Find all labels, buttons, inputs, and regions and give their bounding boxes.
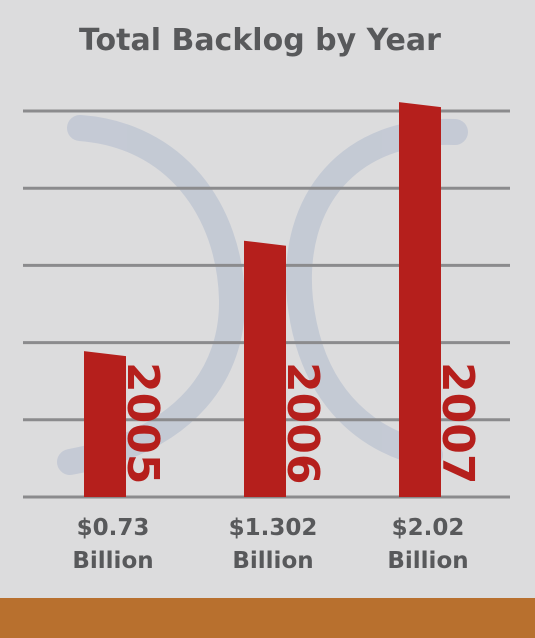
logo-swoosh-watermark: [57, 115, 468, 475]
swoosh-left-arc: [57, 115, 246, 475]
chart-title: Total Backlog by Year: [79, 23, 441, 58]
value-amount-label: $1.302: [229, 515, 318, 541]
bar-2007: [399, 102, 441, 497]
value-unit-label: Billion: [72, 548, 153, 574]
bar-group-2007: 2007: [399, 102, 483, 497]
bar-group-2006: 2006: [244, 240, 328, 498]
value-amount-label: $2.02: [392, 515, 465, 541]
bar-2006: [244, 240, 286, 498]
swoosh-right-arc: [285, 118, 468, 468]
footer-band: [0, 598, 535, 638]
bar-2005: [84, 351, 126, 497]
value-labels: $0.73 Billion $1.302 Billion $2.02 Billion: [72, 515, 468, 574]
bars: 2005 2006 2007: [84, 102, 483, 498]
bar-year-label: 2006: [277, 362, 328, 484]
value-unit-label: Billion: [232, 548, 313, 574]
bar-year-label: 2005: [117, 362, 168, 484]
bar-group-2005: 2005: [84, 351, 168, 497]
bar-year-label: 2007: [432, 362, 483, 484]
value-unit-label: Billion: [387, 548, 468, 574]
value-amount-label: $0.73: [77, 515, 150, 541]
